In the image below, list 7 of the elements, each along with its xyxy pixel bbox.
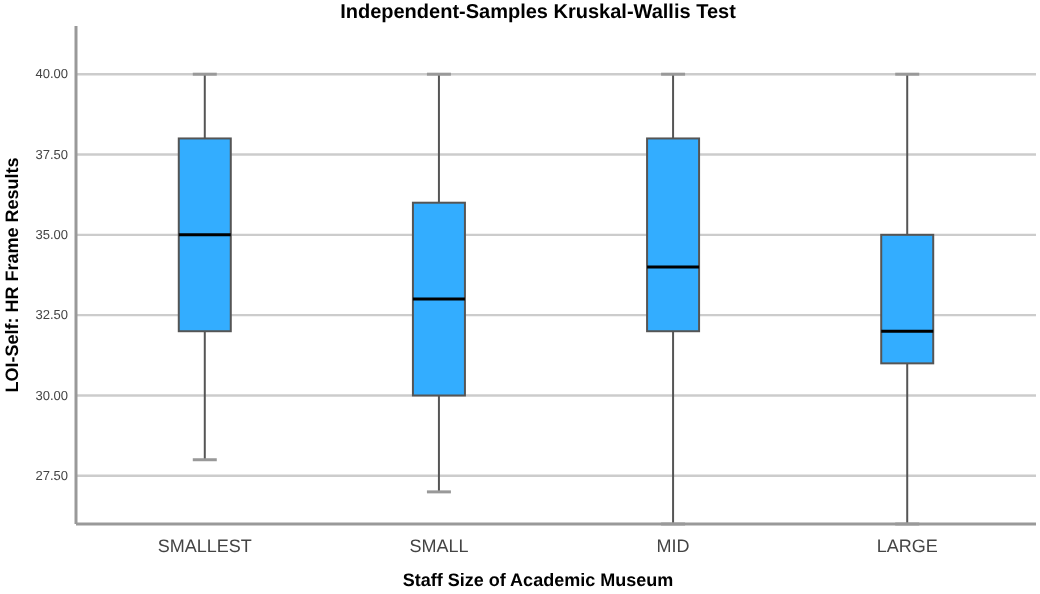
chart-title: Independent-Samples Kruskal-Wallis Test bbox=[340, 2, 738, 24]
x-tick-label: SMALL bbox=[409, 536, 469, 556]
x-tick-label: MID bbox=[656, 536, 691, 556]
x-axis-title: Staff Size of Academic Museum bbox=[402, 570, 674, 590]
y-axis-title: LOI-Self: HR Frame Results bbox=[2, 157, 22, 393]
x-tick-label: SMALLEST bbox=[157, 536, 253, 556]
x-tick-label: LARGE bbox=[876, 536, 938, 556]
